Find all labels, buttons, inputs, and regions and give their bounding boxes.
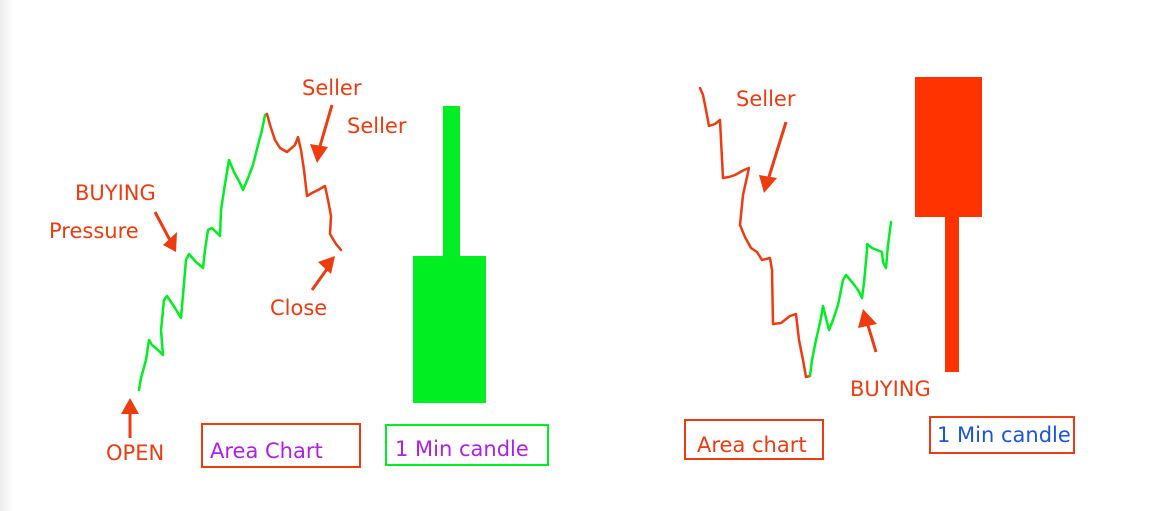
bearish-candle-body [915,77,982,217]
left-pressure-label: Pressure [49,219,139,243]
right-buying-arrow [858,309,878,353]
right-candle-box [929,416,1075,454]
left-close-label: Close [270,296,328,320]
right-area-chart-caption: Area chart [697,433,807,457]
left-seller-arrow [310,104,334,163]
bullish-candle-body [413,256,486,403]
left-area-chart-box [201,423,361,468]
right-buying-label: BUYING [850,377,931,401]
left-price-line-falling [265,112,343,252]
left-open-label: OPEN [106,441,165,465]
left-buying-arrow [153,211,177,252]
bullish-candle [413,106,486,403]
bullish-candle-wick [443,106,460,258]
right-price-line-rising [808,220,893,378]
left-open-arrow [121,398,139,438]
left-close-arrow [310,256,335,291]
left-seller-label-2: Seller [347,114,407,138]
left-area-chart-caption: Area Chart [210,439,323,463]
left-seller-label-1: Seller [302,76,362,100]
right-seller-label: Seller [736,87,796,111]
bearish-candle-wick [945,215,959,372]
left-candle-box [385,424,549,466]
left-edge-shade [0,0,14,511]
right-price-line-falling [698,86,812,379]
left-candle-caption: 1 Min candle [395,437,529,461]
right-seller-arrow [759,121,788,193]
left-price-line-rising [137,112,269,392]
bearish-candle [915,77,982,372]
left-buying-label: BUYING [75,181,156,205]
right-candle-caption: 1 Min candle [937,423,1071,447]
right-area-chart-box [684,419,824,460]
